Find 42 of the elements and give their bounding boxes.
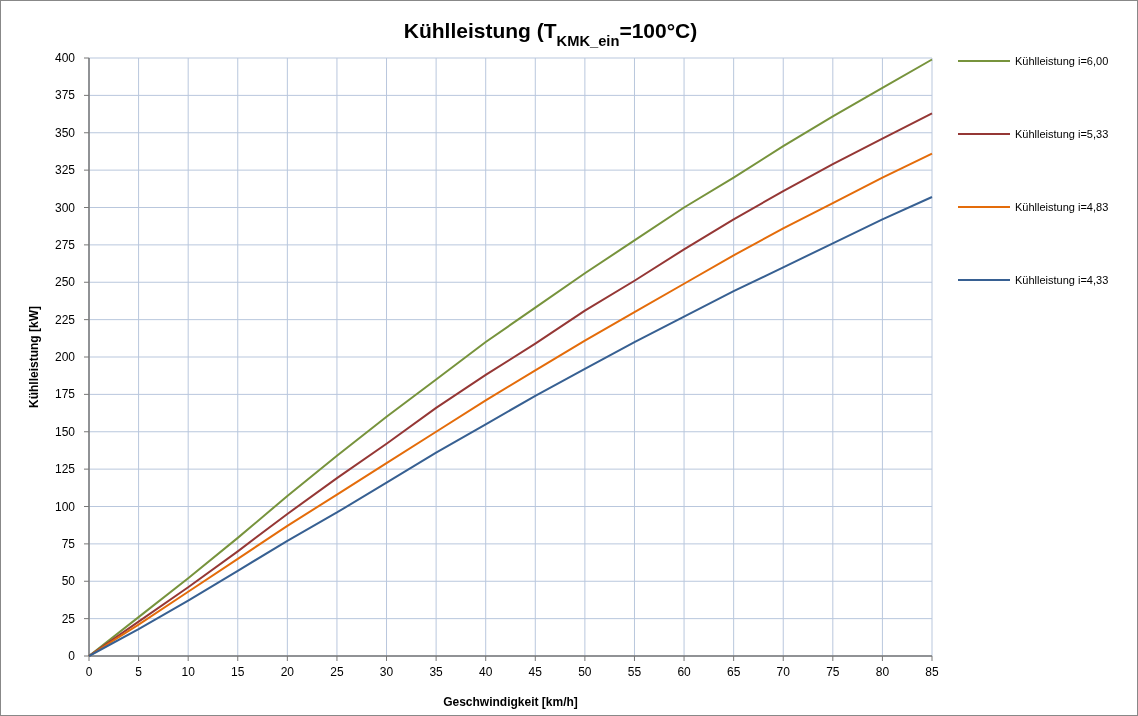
x-tick-label: 25 xyxy=(330,665,344,679)
y-tick-label: 375 xyxy=(54,88,76,103)
y-tick-label: 75 xyxy=(61,536,76,551)
x-tick-label: 85 xyxy=(925,665,939,679)
y-tick-label: 300 xyxy=(54,200,76,215)
y-tick-label: 225 xyxy=(54,312,76,327)
x-tick-label: 65 xyxy=(726,665,741,679)
x-tick-label: 5 xyxy=(135,665,143,679)
y-tick-label: 125 xyxy=(54,462,76,477)
x-tick-label: 75 xyxy=(826,665,840,679)
x-tick-label: 20 xyxy=(280,665,295,679)
x-tick-label: 55 xyxy=(627,665,642,679)
legend-label: Kühlleistung i=5,33 xyxy=(1015,128,1109,140)
y-tick-label: 150 xyxy=(54,424,76,439)
x-tick-label: 50 xyxy=(578,665,592,679)
x-tick-label: 70 xyxy=(776,665,791,679)
x-tick-label: 40 xyxy=(479,665,493,679)
x-tick-label: 60 xyxy=(677,665,692,679)
x-tick-label: 10 xyxy=(181,665,196,679)
y-tick-label: 0 xyxy=(68,649,76,663)
x-tick-label: 35 xyxy=(429,665,444,679)
legend-label: Kühlleistung i=4,83 xyxy=(1015,201,1109,213)
y-tick-label: 325 xyxy=(54,163,76,178)
x-tick-label: 30 xyxy=(379,665,394,679)
y-tick-label: 100 xyxy=(54,499,76,514)
chart-title: Kühlleistung (T$_{KMK_ein}$=100°C) xyxy=(403,19,698,49)
x-axis-title: Geschwindigkeit [km/h] xyxy=(443,695,578,709)
y-tick-label: 350 xyxy=(54,125,76,140)
x-tick-label: 15 xyxy=(231,665,245,679)
y-tick-label: 25 xyxy=(61,611,76,626)
x-tick-label: 45 xyxy=(528,665,543,679)
x-tick-label: 80 xyxy=(875,665,890,679)
y-tick-label: 275 xyxy=(54,237,76,252)
y-tick-label: 175 xyxy=(54,387,76,402)
y-tick-label: 250 xyxy=(54,275,76,290)
legend-label: Kühlleistung i=6,00 xyxy=(1015,55,1109,67)
x-tick-label: 0 xyxy=(85,665,93,679)
y-tick-label: 400 xyxy=(54,51,76,65)
legend-label: Kühlleistung i=4,33 xyxy=(1015,274,1109,286)
y-tick-label: 200 xyxy=(54,350,76,364)
y-tick-label: 50 xyxy=(61,574,76,589)
y-axis-title: Kühlleistung [kW] xyxy=(27,306,41,408)
